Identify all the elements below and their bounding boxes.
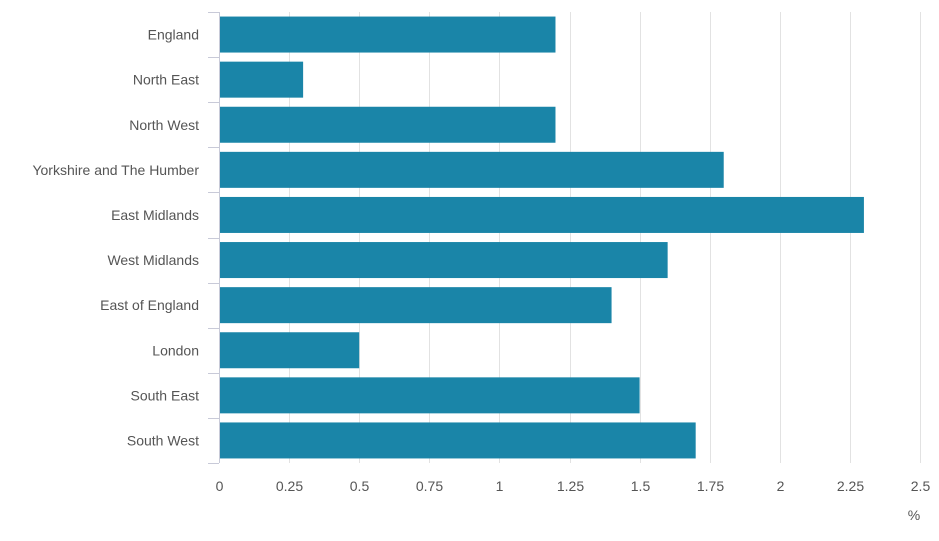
x-tick-label: 1.75 [697, 478, 724, 494]
bar [219, 422, 696, 459]
x-tick-label: 2.25 [837, 478, 864, 494]
bar [219, 377, 640, 414]
bars [219, 16, 864, 459]
category-label: North East [133, 72, 199, 88]
category-label: East Midlands [111, 207, 199, 223]
x-tick-labels: 0 0.25 0.5 0.75 1 1.25 1.5 1.75 2 2.25 2.5 [216, 478, 931, 494]
category-label: East of England [100, 297, 199, 313]
bar [219, 61, 304, 98]
category-label: England [148, 27, 199, 43]
x-tick-label: 2 [777, 478, 785, 494]
category-labels: England North East North West Yorkshire and… [32, 27, 199, 449]
bar [219, 151, 724, 188]
bar [219, 106, 556, 143]
bar [219, 196, 864, 233]
x-tick-label: 1.5 [631, 478, 651, 494]
category-label: Yorkshire and The Humber [32, 162, 199, 178]
bar [219, 242, 668, 279]
axes [208, 12, 220, 464]
category-label: West Midlands [107, 252, 199, 268]
category-label: South West [127, 432, 199, 448]
gridlines [289, 12, 921, 463]
x-tick-label: 1.25 [557, 478, 584, 494]
x-tick-label: 0.75 [416, 478, 443, 494]
x-tick-label: 0.5 [350, 478, 370, 494]
bar [219, 332, 360, 369]
bar [219, 16, 556, 53]
category-label: South East [131, 387, 200, 403]
x-tick-label: 0 [216, 478, 224, 494]
bar [219, 287, 612, 324]
x-tick-label: 1 [496, 478, 504, 494]
category-label: North West [129, 117, 199, 133]
x-tick-label: 2.5 [911, 478, 931, 494]
x-axis-unit-label: % [908, 507, 920, 523]
x-tick-label: 0.25 [276, 478, 303, 494]
category-label: London [152, 342, 199, 358]
